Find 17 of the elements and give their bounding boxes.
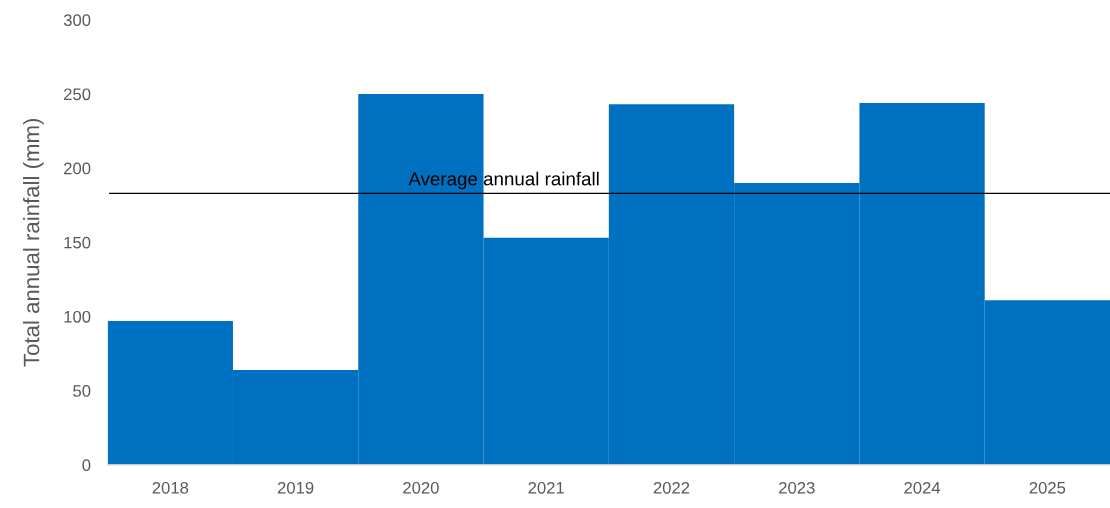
x-tick-label: 2025	[1029, 481, 1066, 494]
x-tick-label: 2018	[152, 481, 189, 494]
y-tick-label: 0	[82, 459, 91, 472]
y-tick-label: 300	[63, 14, 91, 27]
x-tick-label: 2021	[528, 481, 564, 494]
y-tick-label: 200	[64, 162, 91, 175]
x-tick-label: 2024	[904, 481, 941, 494]
y-axis-title: Total annual rainfall (mm)	[23, 118, 44, 367]
y-tick-label: 50	[73, 385, 91, 397]
x-tick-label: 2023	[779, 481, 815, 494]
y-tick-label: 250	[64, 88, 91, 101]
ref-line-label: Average annual rainfall	[408, 171, 599, 190]
x-tick-label: 2022	[653, 481, 690, 494]
y-tick-label: 150	[64, 236, 91, 249]
x-tick-label: 2020	[403, 481, 439, 494]
x-tick-label: 2019	[277, 481, 314, 494]
y-tick-label: 100	[64, 310, 91, 323]
